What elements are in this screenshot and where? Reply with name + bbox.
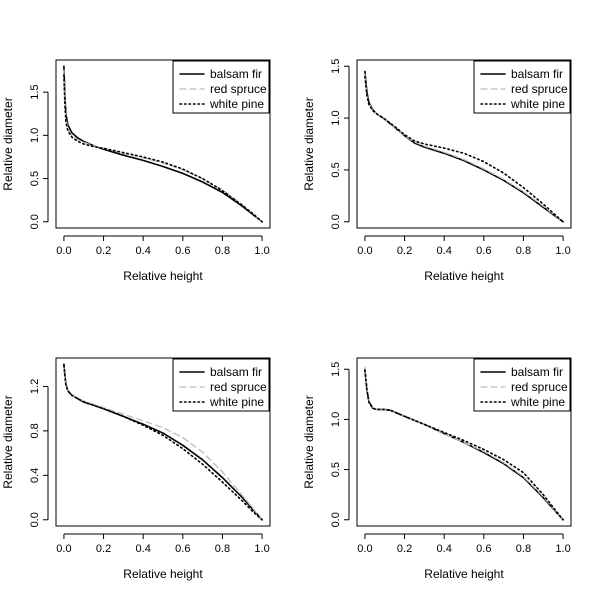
y-tick-label: 0.5 — [29, 171, 41, 186]
legend-label: red spruce — [210, 82, 267, 96]
x-tick-label: 0.6 — [175, 245, 190, 257]
x-tick-label: 1.0 — [254, 543, 269, 555]
x-tick-label: 0.0 — [56, 543, 71, 555]
x-tick-label: 1.0 — [254, 245, 269, 257]
legend-box — [172, 60, 270, 114]
x-tick-label: 0.8 — [215, 543, 230, 555]
legend-label: white pine — [209, 97, 264, 111]
x-axis-title: Relative height — [424, 567, 504, 581]
chart-panel-4: 0.0 0.2 0.4 0.6 0.8 1.0 Relative height 0.0 0.5 1… — [302, 357, 572, 581]
x-tick-label: 0.0 — [357, 245, 372, 257]
x-tick-label: 0.4 — [136, 543, 151, 555]
y-tick-label: 0.0 — [29, 214, 41, 229]
x-tick-label: 0.8 — [516, 543, 531, 555]
chart-panel-2: 0.0 0.2 0.4 0.6 0.8 1.0 Relative height 0.0 0.5 1… — [302, 59, 572, 283]
series-line-white-pine — [364, 369, 564, 521]
chart-panel-1: 0.0 0.2 0.4 0.6 0.8 1.0 Relative height 0.0 0.5 1… — [1, 59, 271, 283]
x-tick-label: 0.2 — [96, 543, 111, 555]
series-line-white-pine — [63, 74, 263, 223]
y-tick-label: 1.0 — [29, 128, 41, 143]
x-axis-title: Relative height — [123, 269, 203, 283]
x-tick-label: 0.8 — [215, 245, 230, 257]
x-tick-label: 0.4 — [136, 245, 151, 257]
legend-label: red spruce — [511, 380, 568, 394]
x-tick-label: 1.0 — [555, 543, 570, 555]
y-tick-label: 0.5 — [330, 462, 342, 477]
y-axis-title: Relative diameter — [302, 97, 316, 190]
x-tick-label: 0.2 — [96, 245, 111, 257]
legend-label: red spruce — [210, 380, 267, 394]
x-tick-label: 0.6 — [175, 543, 190, 555]
x-tick-label: 1.0 — [555, 245, 570, 257]
y-tick-label: 0.0 — [330, 214, 342, 229]
y-axis-title: Relative diameter — [302, 395, 316, 488]
legend-label: balsam fir — [210, 67, 262, 81]
series-line-white-pine — [63, 364, 263, 521]
series-line-white-pine — [364, 75, 564, 223]
y-tick-label: 1.2 — [29, 379, 41, 394]
legend-label: white pine — [209, 395, 264, 409]
x-tick-label: 0.6 — [476, 543, 491, 555]
y-axis-title: Relative diameter — [1, 97, 15, 190]
y-tick-label: 1.0 — [330, 412, 342, 427]
y-tick-label: 1.5 — [29, 84, 41, 99]
y-axis-title: Relative diameter — [1, 395, 15, 488]
y-tick-label: 1.5 — [330, 362, 342, 377]
x-tick-label: 0.2 — [397, 543, 412, 555]
y-tick-label: 0.5 — [330, 162, 342, 177]
plot-frame — [55, 59, 271, 229]
legend-label: red spruce — [511, 82, 568, 96]
x-tick-label: 0.0 — [357, 543, 372, 555]
legend-label: balsam fir — [511, 67, 563, 81]
x-tick-label: 0.8 — [516, 245, 531, 257]
series-line-red-spruce — [63, 365, 263, 521]
y-tick-label: 0.4 — [29, 468, 41, 483]
legend-label: balsam fir — [210, 365, 262, 379]
plot-frame — [356, 59, 572, 229]
plot-frame — [55, 357, 271, 527]
legend-label: white pine — [510, 97, 565, 111]
plot-frame — [356, 357, 572, 527]
chart-panel-3: 0.0 0.2 0.4 0.6 0.8 1.0 Relative height 0.0 0.4 0… — [1, 357, 271, 581]
x-axis-title: Relative height — [424, 269, 504, 283]
legend-label: balsam fir — [511, 365, 563, 379]
x-tick-label: 0.4 — [437, 543, 452, 555]
y-tick-label: 0.0 — [29, 512, 41, 527]
y-tick-label: 1.5 — [330, 59, 342, 74]
legend-label: white pine — [510, 395, 565, 409]
series-line-red-spruce — [364, 366, 564, 521]
y-tick-label: 0.8 — [29, 423, 41, 438]
x-tick-label: 0.4 — [437, 245, 452, 257]
series-line-balsam-fir — [63, 65, 263, 223]
x-axis-title: Relative height — [123, 567, 203, 581]
x-tick-label: 0.6 — [476, 245, 491, 257]
x-tick-label: 0.0 — [56, 245, 71, 257]
x-tick-label: 0.2 — [397, 245, 412, 257]
y-tick-label: 1.0 — [330, 110, 342, 125]
y-tick-label: 0.0 — [330, 512, 342, 527]
